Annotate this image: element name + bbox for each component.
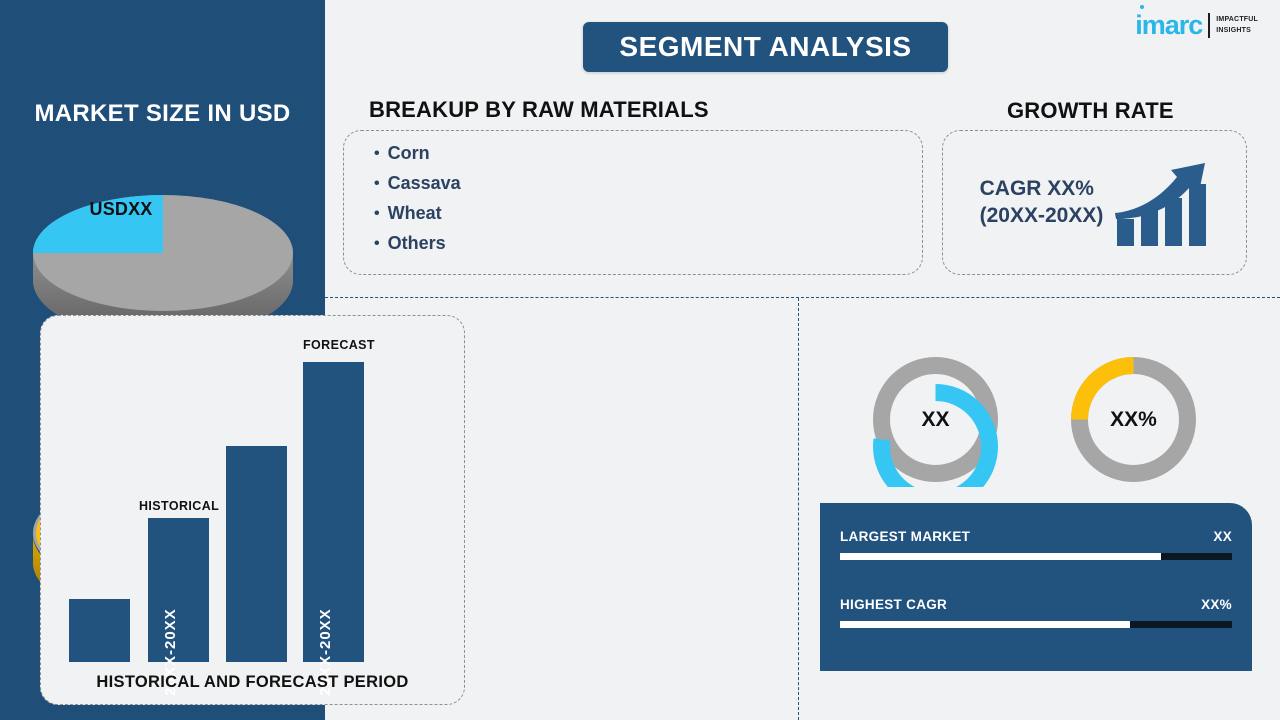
bullet-icon: • — [374, 144, 380, 162]
raw-materials-list: • Corn • Cassava • Wheat • Others — [374, 143, 461, 263]
stat-head: LARGEST MARKET XX — [840, 529, 1232, 549]
bullet-icon: • — [374, 234, 380, 252]
list-item: • Wheat — [374, 203, 461, 224]
growth-rate-content: CAGR XX% (20XX-20XX) — [943, 131, 1246, 274]
current-pie-value-label: USDXX — [89, 199, 153, 219]
largest-market-value: XX — [1213, 529, 1232, 544]
cagr-line2: (20XX-20XX) — [979, 203, 1104, 227]
bar-3 — [226, 446, 287, 662]
list-item: • Corn — [374, 143, 461, 164]
highest-cagr-value: XX% — [1201, 597, 1232, 612]
largest-market-progress-fill — [840, 553, 1162, 560]
list-item-label: Cassava — [387, 173, 461, 193]
growth-rate-card: CAGR XX% (20XX-20XX) — [942, 130, 1247, 275]
logo-tagline: IMPACTFUL INSIGHTS — [1216, 15, 1258, 35]
largest-market-progress-track — [840, 553, 1232, 560]
cagr-line1: CAGR XX% — [979, 177, 1094, 201]
logo-tagline-line1: IMPACTFUL — [1216, 16, 1258, 24]
highest-cagr-donut: XX% — [1066, 352, 1201, 487]
stat-head: HIGHEST CAGR XX% — [840, 597, 1232, 617]
logo-wordmark: imarc — [1135, 5, 1203, 40]
raw-materials-title: BREAKUP BY RAW MATERIALS — [369, 97, 709, 122]
largest-market-donut-label: XX — [921, 407, 950, 431]
imarc-logo: imarc IMPACTFUL INSIGHTS — [1135, 5, 1258, 40]
highest-cagr-progress-track — [840, 621, 1232, 628]
current-pie-chart: USDXX — [28, 160, 298, 325]
forecast-annotation: FORECAST — [303, 338, 375, 352]
list-item: • Cassava — [374, 173, 461, 194]
raw-materials-card: • Corn • Cassava • Wheat • Others — [343, 130, 923, 275]
highest-cagr-donut-svg — [1071, 357, 1196, 482]
list-item-label: Corn — [387, 143, 430, 163]
highest-cagr-progress-fill — [840, 621, 1131, 628]
vertical-divider — [798, 298, 799, 720]
largest-market-donut: XX — [868, 352, 1003, 487]
logo-dot-icon — [1140, 5, 1145, 9]
growth-rate-title: GROWTH RATE — [1007, 98, 1174, 123]
market-stats-panel: LARGEST MARKET XX HIGHEST CAGR XX% — [820, 503, 1252, 671]
bullet-icon: • — [374, 204, 380, 222]
donut-chart-row: XX XX% — [820, 352, 1260, 492]
stat-row-highest-cagr: HIGHEST CAGR XX% — [840, 597, 1232, 628]
bar-4: 20XX-20XX — [303, 362, 364, 696]
historical-annotation: HISTORICAL — [139, 499, 220, 513]
bullet-icon: • — [374, 174, 380, 192]
logo-word-text: imarc — [1135, 10, 1203, 40]
bar-2: 20XX-20XX — [148, 518, 209, 696]
chart-axis-title: HISTORICAL AND FORECAST PERIOD — [96, 673, 409, 691]
highest-cagr-label: HIGHEST CAGR — [840, 597, 948, 612]
historical-forecast-chart-card: 20XX-20XX HISTORICAL 20XX-20XX FORECAST … — [40, 315, 465, 705]
logo-tagline-line2: INSIGHTS — [1216, 26, 1251, 34]
page-title: SEGMENT ANALYSIS — [583, 22, 948, 72]
bar-1 — [69, 599, 130, 662]
logo-divider — [1208, 13, 1211, 38]
list-item: • Others — [374, 233, 461, 254]
current-pie-svg — [32, 195, 293, 325]
highest-cagr-donut-label: XX% — [1110, 407, 1157, 431]
cagr-text: CAGR XX% (20XX-20XX) — [980, 176, 1104, 229]
stat-row-largest-market: LARGEST MARKET XX — [840, 529, 1232, 560]
largest-market-label: LARGEST MARKET — [840, 529, 971, 544]
sidebar-title: MARKET SIZE IN USD — [34, 100, 291, 127]
list-item-label: Wheat — [387, 203, 442, 223]
growth-arrow-chart-icon — [1115, 162, 1207, 246]
horizontal-divider — [325, 297, 1280, 298]
largest-market-donut-svg — [873, 357, 998, 487]
historical-forecast-bar-chart: 20XX-20XX HISTORICAL 20XX-20XX FORECAST … — [41, 316, 464, 704]
list-item-label: Others — [387, 233, 446, 253]
